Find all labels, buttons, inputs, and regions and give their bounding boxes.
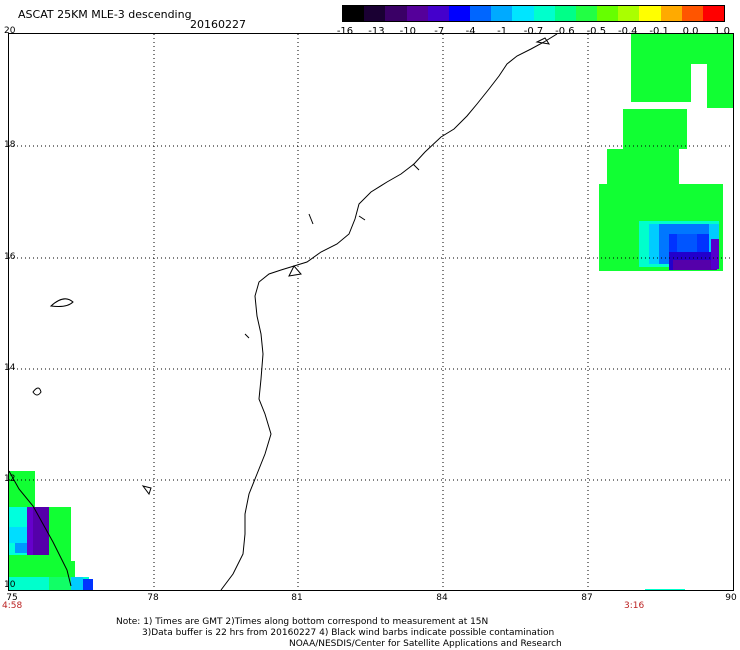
colorbar-swatch bbox=[533, 6, 555, 21]
colorbar-tick-label: -0.7 bbox=[523, 26, 544, 37]
x-tick-87: 87 bbox=[581, 593, 593, 603]
colorbar-tick-label: -16 bbox=[336, 26, 354, 37]
swath-left bbox=[9, 471, 93, 590]
x-tick-78: 78 bbox=[147, 593, 159, 603]
y-tick-18: 18 bbox=[4, 140, 16, 150]
colorbar-swatch bbox=[364, 6, 386, 21]
colorbar-tick-label: -13 bbox=[368, 26, 385, 37]
colorbar-tick-label: 0.0 bbox=[682, 26, 699, 37]
colorbar-swatch bbox=[575, 6, 598, 21]
colorbar-tick-label: -0.4 bbox=[617, 26, 638, 37]
colorbar-swatch bbox=[448, 6, 471, 21]
colorbar bbox=[342, 5, 725, 22]
x-tick-81: 81 bbox=[291, 593, 303, 603]
x-tick-84: 84 bbox=[436, 593, 448, 603]
map-canvas[interactable] bbox=[9, 34, 733, 590]
note-line-1: Note: 1) Times are GMT 2)Times along bot… bbox=[116, 617, 489, 627]
y-tick-12: 12 bbox=[4, 474, 16, 484]
colorbar-swatch bbox=[491, 6, 513, 21]
colorbar-tick-label: -4 bbox=[465, 26, 476, 37]
colorbar-swatch bbox=[554, 6, 576, 21]
product-title: ASCAT 25KM MLE-3 descending bbox=[18, 8, 192, 21]
colorbar-tick-label: 1.0 bbox=[714, 26, 730, 37]
y-tick-14: 14 bbox=[4, 363, 16, 373]
colorbar-tick-label: -0.6 bbox=[555, 26, 575, 37]
x-tick-75: 75 bbox=[6, 593, 18, 603]
colorbar-swatch bbox=[427, 6, 449, 21]
colorbar-tick-label: -1 bbox=[497, 26, 508, 37]
note-line-3: NOAA/NESDIS/Center for Satellite Applica… bbox=[289, 639, 562, 649]
map-plot-area[interactable] bbox=[8, 33, 734, 591]
y-tick-16: 16 bbox=[4, 252, 16, 262]
y-tick-20: 20 bbox=[4, 26, 16, 36]
colorbar-swatch bbox=[343, 6, 365, 21]
y-tick-10: 10 bbox=[4, 580, 16, 590]
colorbar-swatch bbox=[618, 6, 640, 21]
colorbar-swatch bbox=[512, 6, 534, 21]
colorbar-swatch bbox=[406, 6, 428, 21]
pass-time-right: 3:16 bbox=[624, 601, 645, 611]
colorbar-swatch bbox=[681, 6, 703, 21]
colorbar-swatch bbox=[470, 6, 492, 21]
colorbar-swatch bbox=[597, 6, 619, 21]
colorbar-tick-label: -0.5 bbox=[586, 26, 607, 37]
swath-right bbox=[599, 34, 733, 590]
colorbar-swatch bbox=[639, 6, 661, 21]
coastline bbox=[9, 34, 558, 590]
colorbar-swatch bbox=[702, 6, 725, 21]
colorbar-tick-label: -7 bbox=[434, 26, 445, 37]
grid bbox=[9, 34, 733, 590]
x-tick-90: 90 bbox=[725, 593, 737, 603]
note-line-2: 3)Data buffer is 22 hrs from 20160227 4)… bbox=[142, 628, 555, 638]
colorbar-tick-label: -0.1 bbox=[649, 26, 669, 37]
colorbar-tick-label: -10 bbox=[399, 26, 416, 37]
colorbar-swatch bbox=[385, 6, 407, 21]
product-date: 20160227 bbox=[190, 18, 246, 31]
pass-time-left: 4:58 bbox=[2, 601, 23, 611]
colorbar-swatch bbox=[660, 6, 682, 21]
